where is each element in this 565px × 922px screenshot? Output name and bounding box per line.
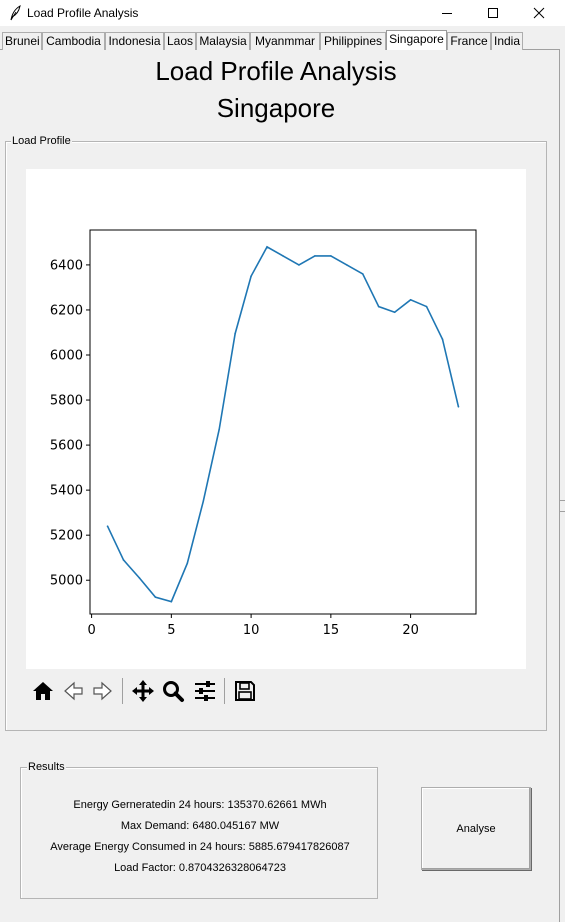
data-point <box>457 405 460 408</box>
country-title: Singapore <box>216 93 336 123</box>
plot-toolbar <box>28 676 268 706</box>
close-icon <box>533 7 545 19</box>
average-energy-text: Average Energy Consumed in 24 hours: 588… <box>50 841 350 853</box>
data-point <box>409 299 412 301</box>
series-points <box>106 246 460 603</box>
data-point <box>441 338 444 341</box>
pan-icon <box>132 680 154 702</box>
y-tick-label: 5400 <box>50 484 83 499</box>
x-tick-label: 15 <box>323 623 340 638</box>
close-button[interactable] <box>516 0 562 26</box>
data-point <box>202 500 205 503</box>
tab-myanmmar[interactable]: Myanmmar <box>250 32 320 50</box>
resize-marker <box>560 500 565 512</box>
minimize-button[interactable] <box>424 0 470 26</box>
tab-singapore[interactable]: Singapore <box>386 30 447 50</box>
data-point <box>346 264 348 266</box>
x-axis-ticks: 0 5 10 15 20 <box>87 614 419 638</box>
forward-icon <box>93 681 112 701</box>
plot-canvas[interactable]: 5000 5200 5400 5600 5800 6000 6200 6400 0 5 10 15 2… <box>26 169 526 669</box>
maximize-button[interactable] <box>470 0 516 26</box>
minimize-icon <box>442 13 452 14</box>
data-point <box>282 255 284 257</box>
zoom-icon <box>163 681 184 702</box>
tab-philippines[interactable]: Philippines <box>320 32 386 50</box>
y-tick-label: 6400 <box>50 258 83 273</box>
notebook-border <box>559 50 560 922</box>
data-point <box>266 246 268 248</box>
load-profile-label: Load Profile <box>11 134 72 148</box>
page-title: Load Profile Analysis <box>155 56 397 86</box>
title-bar: Load Profile Analysis <box>0 0 565 26</box>
back-button[interactable] <box>58 676 88 706</box>
results-frame: Results Energy Gerneratedin 24 hours: 13… <box>20 760 378 899</box>
analyse-button[interactable]: Analyse <box>421 787 531 870</box>
load-factor-text: Load Factor: 0.8704326328064723 <box>114 862 286 874</box>
maximize-icon <box>488 8 498 18</box>
load-profile-frame: Load Profile <box>5 134 547 731</box>
zoom-button[interactable] <box>158 676 188 706</box>
data-point <box>330 255 332 257</box>
energy-generated-text: Energy Gerneratedin 24 hours: 135370.626… <box>73 799 327 811</box>
data-point <box>377 305 380 308</box>
load-profile-chart: 5000 5200 5400 5600 5800 6000 6200 6400 0 5 10 15 2… <box>50 229 477 638</box>
pan-button[interactable] <box>128 676 158 706</box>
feather-icon <box>8 4 22 21</box>
data-point <box>170 600 173 603</box>
y-tick-label: 5600 <box>50 439 83 454</box>
y-axis-ticks: 5000 5200 5400 5600 5800 6000 6200 6400 <box>50 258 90 589</box>
data-point <box>122 559 125 561</box>
toolbar-separator <box>122 678 123 704</box>
data-point <box>234 332 236 335</box>
tab-cambodia[interactable]: Cambodia <box>42 32 105 50</box>
configure-subplots-icon <box>195 681 215 701</box>
tab-indonesia[interactable]: Indonesia <box>105 32 164 50</box>
data-point <box>361 273 364 275</box>
back-icon <box>64 681 83 701</box>
data-point <box>393 311 396 314</box>
x-tick-label: 5 <box>167 623 175 638</box>
save-button[interactable] <box>230 676 260 706</box>
data-point <box>154 596 157 598</box>
data-point <box>314 255 316 257</box>
home-button[interactable] <box>28 676 58 706</box>
data-point <box>298 264 300 266</box>
y-tick-label: 6000 <box>50 348 83 363</box>
tab-brunei[interactable]: Brunei <box>2 32 42 50</box>
y-tick-label: 5800 <box>50 394 83 409</box>
tab-india[interactable]: India <box>491 32 523 50</box>
data-point <box>425 305 428 308</box>
country-tabs: Brunei Cambodia Indonesia Laos Malaysia … <box>0 30 565 50</box>
configure-subplots-button[interactable] <box>190 676 220 706</box>
data-point <box>218 428 220 431</box>
save-icon <box>235 681 255 701</box>
y-tick-label: 6200 <box>50 303 83 318</box>
data-point <box>106 525 109 527</box>
x-tick-label: 10 <box>243 623 260 638</box>
y-tick-label: 5000 <box>50 574 83 589</box>
toolbar-separator <box>224 678 225 704</box>
tab-malaysia[interactable]: Malaysia <box>196 32 250 50</box>
x-tick-label: 20 <box>402 623 419 638</box>
window-title: Load Profile Analysis <box>27 6 139 20</box>
plot-axes-frame <box>89 229 477 615</box>
data-point <box>138 577 141 579</box>
tab-laos[interactable]: Laos <box>164 32 196 50</box>
data-point <box>250 275 252 277</box>
forward-button[interactable] <box>88 676 118 706</box>
results-label: Results <box>27 760 66 774</box>
max-demand-text: Max Demand: 6480.045167 MW <box>120 820 280 832</box>
home-icon <box>33 682 53 700</box>
y-tick-label: 5200 <box>50 529 83 544</box>
tab-france[interactable]: France <box>447 32 491 50</box>
data-point <box>186 562 189 565</box>
x-tick-label: 0 <box>87 623 95 638</box>
